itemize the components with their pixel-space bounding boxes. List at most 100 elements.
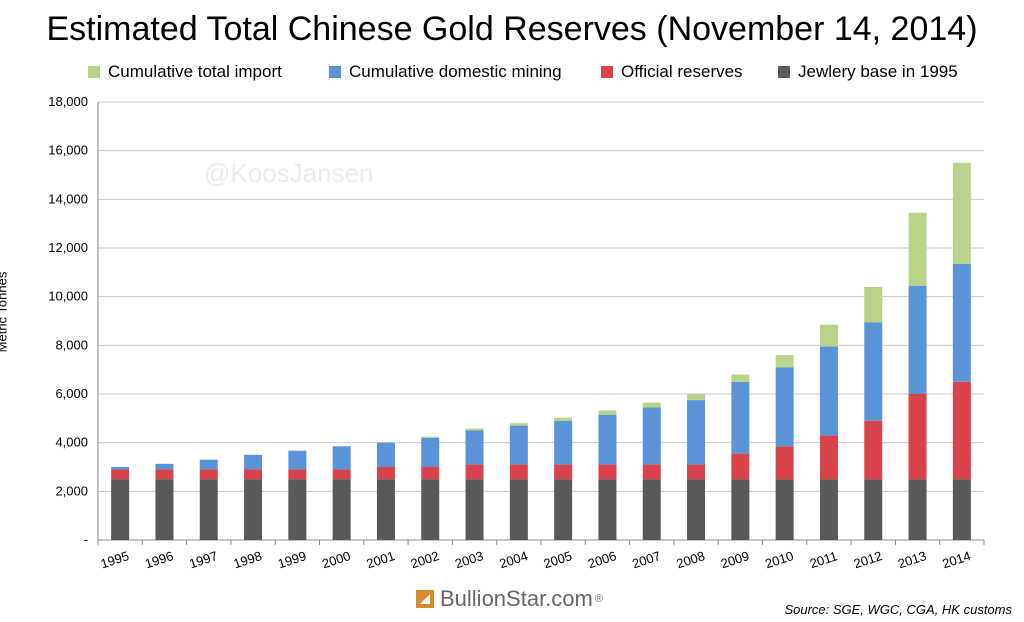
chart-title: Estimated Total Chinese Gold Reserves (N… (46, 10, 978, 48)
bar-segment (111, 479, 130, 540)
bar-segment (421, 437, 440, 467)
bar-segment (465, 430, 484, 465)
bar-segment (952, 479, 971, 540)
x-tick-label: 2002 (409, 548, 441, 571)
bar-segment (376, 467, 395, 480)
bar-segment (819, 346, 838, 436)
x-tick-label: 2001 (364, 548, 396, 571)
legend-item-import: Cumulative total import (88, 62, 282, 82)
x-tick-label: 1995 (99, 548, 131, 571)
y-tick-label: 18,000 (48, 94, 88, 109)
bar-segment (731, 453, 750, 480)
x-tick-label: 1997 (187, 548, 219, 571)
bar-segment (687, 464, 706, 480)
bar-segment (908, 285, 927, 394)
bar-segment (864, 286, 883, 323)
y-tick-label: 2,000 (55, 483, 88, 498)
bar-segment (111, 467, 130, 470)
bar-segment (199, 479, 218, 540)
bar-segment (554, 417, 573, 421)
bar-segment (376, 442, 395, 467)
x-tick-label: 1999 (276, 548, 308, 571)
bar-segment (554, 464, 573, 480)
legend-label-official: Official reserves (621, 62, 743, 81)
bar-segment (288, 450, 307, 470)
bar-segment (421, 467, 440, 480)
bar-segment (509, 479, 528, 540)
legend-swatch-jewlery (778, 66, 790, 78)
bar-segment (819, 435, 838, 480)
bar-segment (155, 469, 174, 480)
y-tick-label: 12,000 (48, 240, 88, 255)
bar-segment (687, 479, 706, 540)
legend-item-jewlery: Jewlery base in 1995 (778, 62, 958, 82)
x-tick-label: 2009 (719, 548, 751, 571)
bullionstar-logo-icon (416, 590, 434, 608)
legend-item-official: Official reserves (601, 62, 743, 82)
bar-segment (111, 469, 130, 480)
bar-segment (642, 407, 661, 465)
bar-segment (731, 381, 750, 454)
x-tick-label: 2005 (542, 548, 574, 571)
bar-segment (687, 394, 706, 401)
bar-segment (465, 428, 484, 431)
x-tick-label: 2012 (852, 548, 884, 571)
x-tick-label: 2003 (453, 548, 485, 571)
source-note: Source: SGE, WGC, CGA, HK customs (784, 602, 1012, 617)
bar-segment (731, 479, 750, 540)
bar-segment (864, 479, 883, 540)
bar-segment (421, 479, 440, 540)
bar-segment (155, 479, 174, 540)
y-tick-label: - (84, 532, 88, 547)
bar-segment (598, 464, 617, 480)
x-tick-label: 2006 (586, 548, 618, 571)
watermark: @KoosJansen (204, 158, 374, 188)
bar-segment (775, 446, 794, 480)
bar-segment (598, 414, 617, 465)
y-tick-label: 14,000 (48, 191, 88, 206)
legend-swatch-mining (329, 66, 341, 78)
bar-segment (244, 479, 263, 540)
legend-label-jewlery: Jewlery base in 1995 (798, 62, 958, 81)
bar-segment (775, 367, 794, 447)
y-tick-label: 6,000 (55, 386, 88, 401)
bar-segment (598, 410, 617, 415)
bar-segment (908, 479, 927, 540)
bar-segment (642, 479, 661, 540)
bar-segment (332, 446, 351, 470)
bar-segment (554, 420, 573, 465)
bar-segment (952, 162, 971, 264)
bar-segment (952, 381, 971, 480)
x-tick-label: 2011 (808, 548, 839, 571)
bar-segment (864, 322, 883, 421)
bar-segment (421, 436, 440, 438)
brand-logo: BullionStar.com ® (416, 586, 603, 612)
bar-segment (376, 479, 395, 540)
legend-label-mining: Cumulative domestic mining (349, 62, 562, 81)
brand-name: BullionStar.com (440, 586, 593, 611)
bar-segment (155, 463, 174, 470)
bar-segment (908, 394, 927, 480)
x-tick-label: 2014 (940, 548, 972, 571)
bar-segment (819, 479, 838, 540)
bar-segment (509, 425, 528, 465)
x-tick-label: 2010 (763, 548, 795, 571)
bar-segment (819, 324, 838, 347)
bar-segment (598, 479, 617, 540)
legend: Cumulative total import Cumulative domes… (0, 62, 1024, 86)
bar-segment (332, 479, 351, 540)
bar-segment (465, 479, 484, 540)
bar-segment (509, 423, 528, 426)
y-tick-label: 10,000 (48, 289, 88, 304)
bar-segment (554, 479, 573, 540)
x-tick-label: 2013 (896, 548, 928, 571)
brand-registered-mark: ® (594, 593, 603, 605)
bar-segment (864, 420, 883, 480)
bar-segment (244, 469, 263, 480)
y-tick-label: 8,000 (55, 337, 88, 352)
bar-segment (687, 400, 706, 465)
bar-segment (288, 479, 307, 540)
bar-segment (332, 469, 351, 480)
bar-segment (199, 459, 218, 470)
